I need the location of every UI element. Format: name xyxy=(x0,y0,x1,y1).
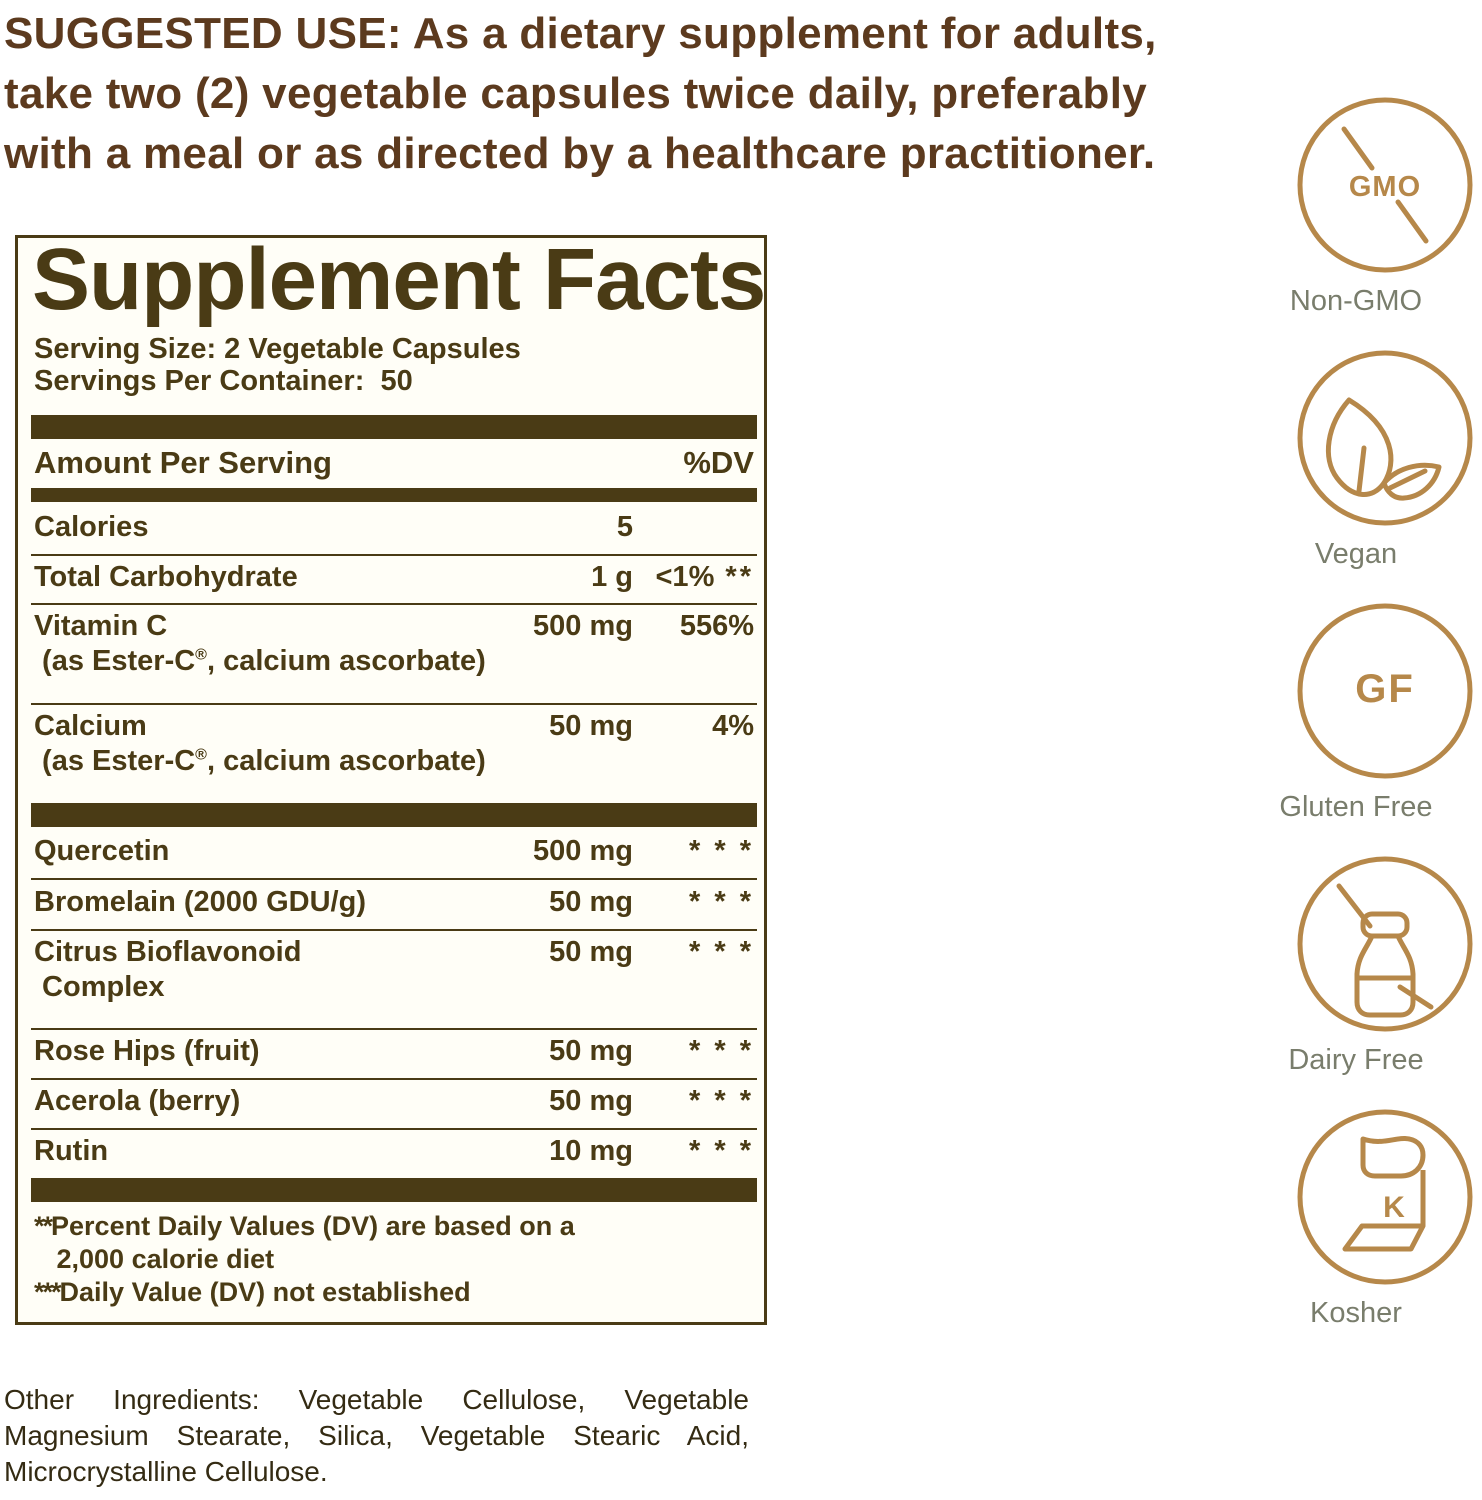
svg-text:GMO: GMO xyxy=(1349,171,1421,203)
svg-text:GF: GF xyxy=(1355,667,1415,711)
svg-text:K: K xyxy=(1383,1191,1405,1224)
